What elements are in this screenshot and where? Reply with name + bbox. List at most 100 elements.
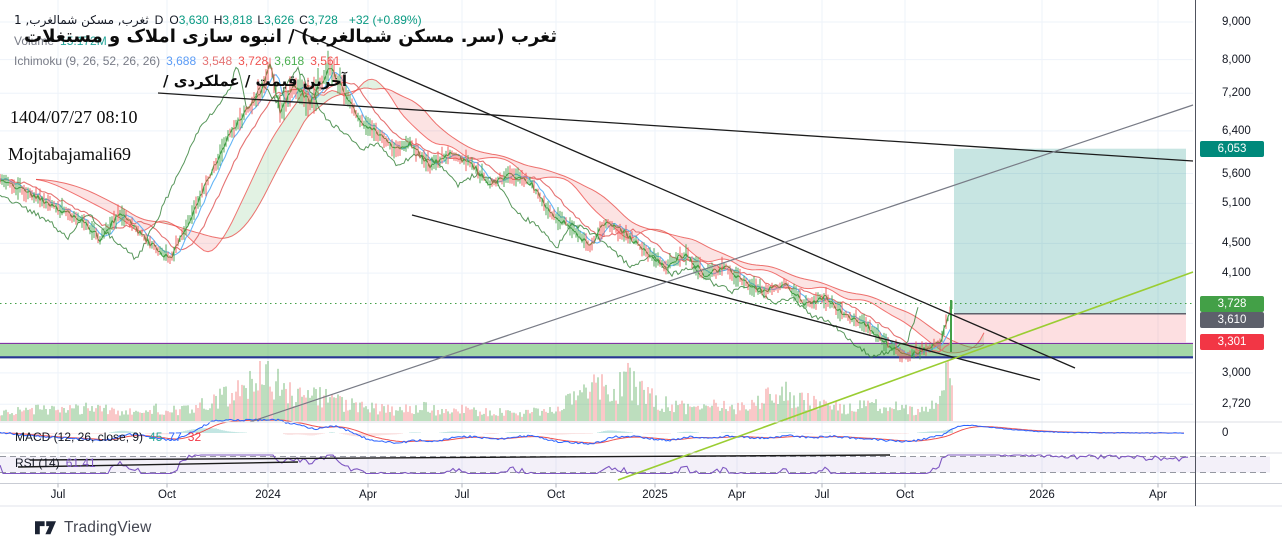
volume-bar <box>791 408 793 421</box>
volume-bar <box>679 404 681 421</box>
volume-bar <box>835 401 837 421</box>
rsi-legend[interactable]: RSI (14) 61.41 <box>15 456 96 470</box>
volume-bar <box>97 404 99 421</box>
volume-bar <box>9 414 11 421</box>
volume-bar <box>263 384 265 421</box>
volume-bar <box>305 397 307 421</box>
volume-bar <box>281 389 283 421</box>
time-axis-label[interactable]: Oct <box>547 489 565 501</box>
trendline-black[interactable] <box>294 29 1076 369</box>
volume-bar <box>469 409 471 421</box>
annotation-subtitle[interactable]: آخرین قیمت / عملکردی / <box>163 72 348 90</box>
volume-bar <box>825 401 827 421</box>
volume-bar <box>859 400 861 421</box>
volume-bar <box>257 390 259 421</box>
volume-bar <box>101 411 103 421</box>
volume-bar <box>487 416 489 421</box>
volume-bar <box>747 410 749 421</box>
volume-bar <box>151 413 153 421</box>
volume-bar <box>605 384 607 421</box>
volume-bar <box>855 411 857 421</box>
ichimoku-legend[interactable]: Ichimoku (9, 26, 52, 26, 26) 3,688 3,548 3… <box>14 54 346 68</box>
volume-bar <box>661 408 663 421</box>
volume-bar <box>911 406 913 421</box>
time-axis-label[interactable]: Oct <box>896 489 914 501</box>
volume-bar <box>591 382 593 421</box>
volume-bar <box>299 387 301 421</box>
volume-bar <box>693 406 695 421</box>
time-axis-label[interactable]: Apr <box>728 489 746 501</box>
symbol-legend[interactable]: ثغرب, مسکن شمالغرب, 1 D O3,630 H3,818 L3,62… <box>14 13 422 27</box>
volume-bar <box>217 408 219 421</box>
footer-branding[interactable]: TradingView <box>34 518 152 537</box>
annotation-title[interactable]: ثغرب (سر. مسکن شمالغرب) / انبوه سازی امل… <box>24 26 558 47</box>
volume-bar <box>79 414 81 421</box>
time-axis-label[interactable]: 2026 <box>1029 489 1055 501</box>
volume-bar <box>547 412 549 421</box>
volume-bar <box>423 401 425 421</box>
volume-bar <box>649 393 651 421</box>
volume-bar <box>243 385 245 421</box>
volume-bar <box>923 411 925 421</box>
volume-bar <box>265 364 267 421</box>
trendline-black[interactable] <box>157 92 1194 162</box>
volume-bar <box>891 408 893 421</box>
volume-bar <box>587 398 589 421</box>
volume-bar <box>753 402 755 421</box>
volume-bar <box>431 410 433 421</box>
volume-bar <box>665 396 667 421</box>
time-axis-label[interactable]: Jul <box>50 489 66 501</box>
volume-bar <box>553 413 555 421</box>
volume-bar <box>451 412 453 421</box>
volume-bar <box>725 409 727 421</box>
time-axis-label[interactable]: Apr <box>1149 489 1167 501</box>
volume-bar <box>853 411 855 421</box>
macd-legend[interactable]: MACD (12, 26, close, 9) 45 77 32 <box>15 430 207 444</box>
trendline-gray[interactable] <box>249 104 1194 423</box>
volume-bar <box>901 404 903 421</box>
volume-bar <box>499 408 501 421</box>
volume-bar <box>239 396 241 421</box>
volume-bar <box>57 409 59 421</box>
price-axis[interactable] <box>1196 0 1282 506</box>
volume-bar <box>921 406 923 421</box>
rsi-trendline[interactable] <box>17 461 299 468</box>
volume-bar <box>403 412 405 421</box>
volume-bar <box>63 408 65 421</box>
volume-bar <box>373 408 375 421</box>
position-loss-zone[interactable] <box>954 313 1186 343</box>
price-axis-label: 7,200 <box>1222 87 1251 100</box>
annotation-username[interactable]: Mojtabajamali69 <box>8 144 131 164</box>
trendline-green[interactable] <box>617 271 1194 481</box>
volume-bar <box>583 384 585 421</box>
volume-bar <box>367 409 369 421</box>
price-badge-6053: 6,053 <box>1200 141 1264 157</box>
position-profit-zone[interactable] <box>954 148 1186 314</box>
volume-bar <box>347 410 349 421</box>
time-axis[interactable] <box>0 484 1196 506</box>
annotation-datetime[interactable]: 1404/07/27 08:10 <box>10 107 138 127</box>
volume-bar <box>457 411 459 421</box>
rsi-trendline[interactable] <box>29 454 891 461</box>
time-axis-label[interactable]: Apr <box>359 489 377 501</box>
volume-bar <box>475 409 477 421</box>
volume-bar <box>545 411 547 421</box>
support-zone[interactable] <box>0 343 1193 359</box>
volume-bar <box>657 409 659 421</box>
volume-bar <box>161 414 163 421</box>
volume-bar <box>439 414 441 421</box>
time-axis-label[interactable]: Jul <box>814 489 830 501</box>
volume-bar <box>453 408 455 421</box>
volume-bar <box>43 405 45 421</box>
time-axis-label[interactable]: 2025 <box>642 489 668 501</box>
volume-bar <box>303 395 305 421</box>
time-axis-label[interactable]: Jul <box>454 489 470 501</box>
volume-bar <box>397 410 399 421</box>
volume-legend[interactable]: Volume 15.172M <box>14 34 107 48</box>
trendline-black[interactable] <box>411 214 1041 381</box>
time-axis-label[interactable]: Oct <box>158 489 176 501</box>
time-axis-label[interactable]: 2024 <box>255 489 281 501</box>
volume-bar <box>455 409 457 421</box>
volume-bar <box>533 407 535 421</box>
